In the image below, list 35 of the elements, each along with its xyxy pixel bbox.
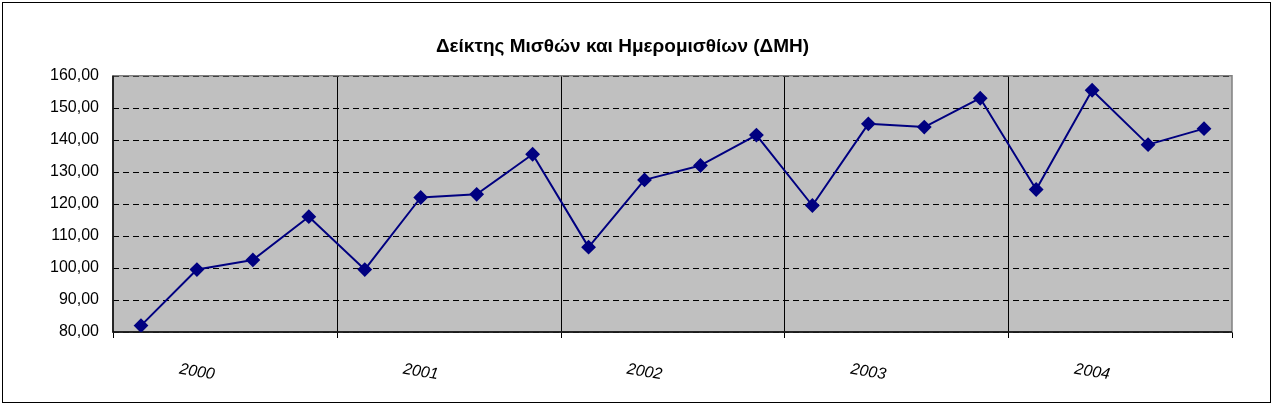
x-tick-label: 2001 xyxy=(401,359,440,383)
x-tick-label: 2004 xyxy=(1072,359,1112,383)
y-tick-label: 120,00 xyxy=(50,194,100,212)
x-tick-label: 2000 xyxy=(177,359,217,383)
y-tick-label: 110,00 xyxy=(51,226,100,244)
y-tick-label: 90,00 xyxy=(58,290,100,308)
point xyxy=(1141,137,1156,152)
point xyxy=(301,209,316,224)
y-tick-label: 160,00 xyxy=(50,66,100,84)
point xyxy=(357,262,372,277)
y-tick-label: 80,00 xyxy=(58,322,100,340)
point xyxy=(189,262,204,277)
y-tick-label: 100,00 xyxy=(50,258,100,276)
x-tick-label: 2002 xyxy=(624,359,664,383)
point xyxy=(469,187,484,202)
point xyxy=(637,172,652,187)
point xyxy=(1197,121,1212,136)
x-tick-label: 2003 xyxy=(848,359,888,383)
point xyxy=(413,190,428,205)
y-tick-label: 150,00 xyxy=(50,98,100,116)
point xyxy=(581,240,596,255)
point xyxy=(1085,83,1100,98)
chart-title: Δείκτης Μισθών και Ημερομισθίων (ΔΜΗ) xyxy=(435,34,810,56)
point xyxy=(861,116,876,131)
y-tick-label: 130,00 xyxy=(50,162,100,180)
point xyxy=(749,128,764,143)
point xyxy=(133,318,148,332)
point xyxy=(1029,182,1044,197)
y-tick-label: 140,00 xyxy=(50,130,100,148)
point xyxy=(805,198,820,213)
point xyxy=(525,147,540,162)
point xyxy=(693,158,708,173)
point xyxy=(917,120,932,135)
point xyxy=(245,252,260,267)
point xyxy=(973,91,988,106)
